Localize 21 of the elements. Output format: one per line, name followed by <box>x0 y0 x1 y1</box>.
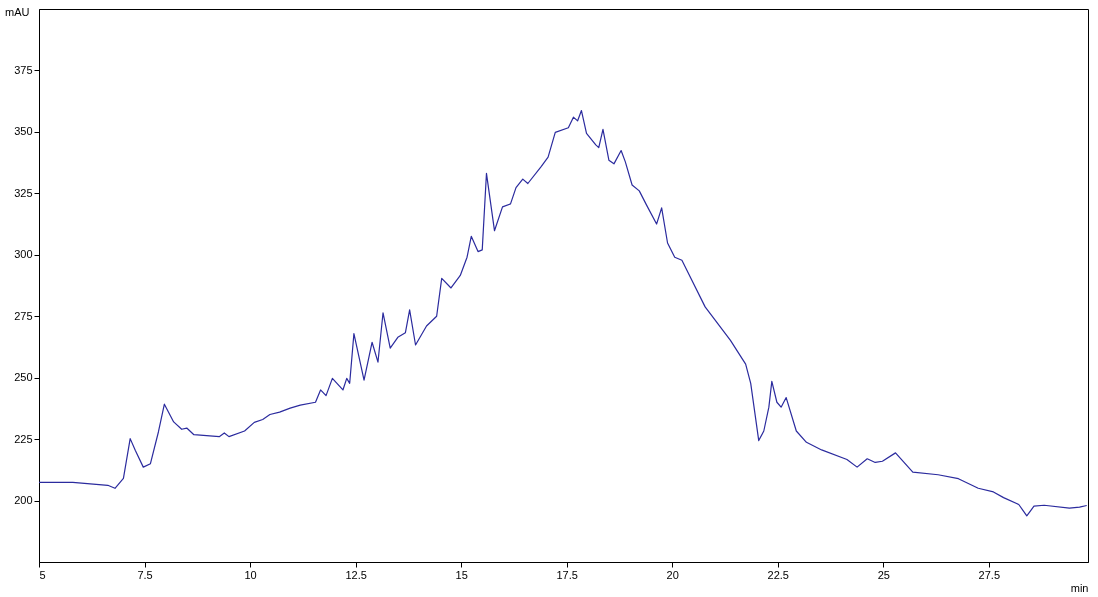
x-tick-label: 5 <box>39 568 46 581</box>
y-tick-label: 350 <box>14 125 33 138</box>
y-tick-label: 275 <box>14 309 33 322</box>
y-axis-title: mAU <box>5 5 30 18</box>
y-tick-label: 375 <box>14 63 33 76</box>
line-series <box>39 109 1088 517</box>
x-tick-label: 20 <box>666 568 679 581</box>
x-tick-label: 10 <box>244 568 257 581</box>
x-tick-label: 7.5 <box>137 568 153 581</box>
x-tick-label: 25 <box>877 568 890 581</box>
y-tick-label: 325 <box>14 186 33 199</box>
x-tick-label: 22.5 <box>767 568 789 581</box>
y-tick-label: 200 <box>14 494 33 507</box>
y-tick-label: 250 <box>14 371 33 384</box>
x-tick-label: 12.5 <box>345 568 367 581</box>
x-tick-label: 15 <box>455 568 468 581</box>
x-tick-label: 27.5 <box>978 568 1001 581</box>
y-tick-label: 225 <box>14 432 33 445</box>
x-tick-label: 17.5 <box>556 568 578 581</box>
y-tick-label: 300 <box>14 248 33 261</box>
x-axis-title: min <box>1070 581 1089 594</box>
